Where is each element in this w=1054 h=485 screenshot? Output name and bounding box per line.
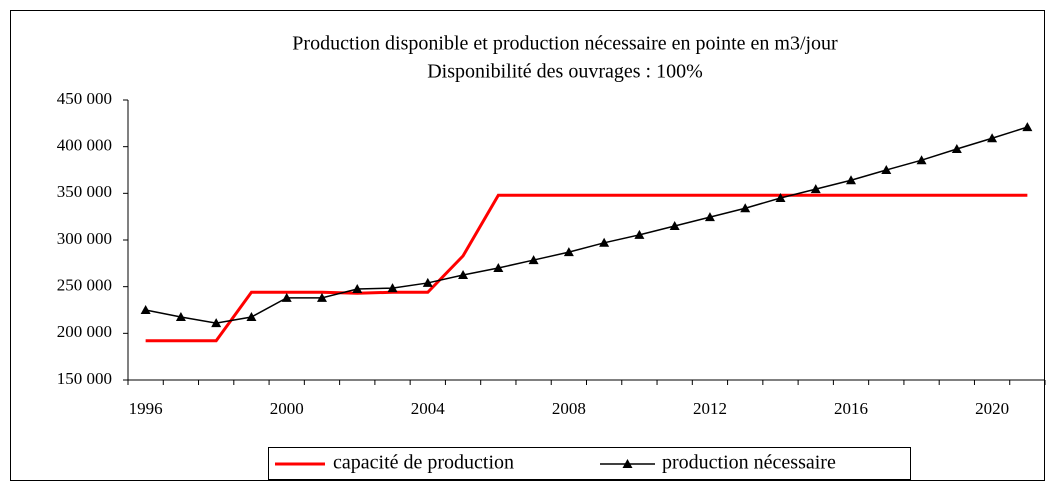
y-tick-label: 250 000 bbox=[57, 276, 112, 295]
marker bbox=[916, 155, 927, 165]
marker bbox=[669, 221, 680, 230]
chart-subtitle: Disponibilité des ouvrages : 100% bbox=[427, 61, 703, 83]
marker bbox=[458, 270, 469, 279]
legend-box bbox=[268, 447, 911, 480]
y-tick-label: 400 000 bbox=[57, 136, 112, 155]
y-tick-label: 150 000 bbox=[57, 369, 112, 388]
marker bbox=[599, 237, 610, 247]
marker bbox=[211, 318, 222, 328]
chart-title: Production disponible et production néce… bbox=[292, 33, 838, 55]
marker bbox=[987, 133, 998, 143]
x-tick-label: 2016 bbox=[834, 399, 868, 418]
marker bbox=[281, 292, 292, 302]
chart-border bbox=[10, 10, 1045, 481]
series-line bbox=[145, 126, 1028, 324]
x-tick-label: 2020 bbox=[975, 399, 1009, 418]
marker bbox=[387, 283, 398, 293]
x-tick-label: 2004 bbox=[411, 399, 446, 418]
marker bbox=[740, 203, 751, 213]
marker bbox=[493, 263, 504, 272]
y-tick-label: 350 000 bbox=[57, 182, 112, 201]
y-tick-label: 200 000 bbox=[57, 322, 112, 341]
marker bbox=[1022, 122, 1033, 132]
marker bbox=[810, 184, 821, 194]
x-tick-label: 1996 bbox=[129, 399, 163, 418]
marker bbox=[175, 312, 186, 321]
legend-marker bbox=[622, 459, 633, 468]
y-tick-label: 450 000 bbox=[57, 89, 112, 108]
marker bbox=[316, 292, 327, 302]
x-tick-label: 2012 bbox=[693, 399, 727, 418]
marker bbox=[422, 277, 433, 287]
series-line bbox=[145, 193, 1028, 343]
marker bbox=[704, 212, 715, 222]
marker bbox=[528, 255, 539, 265]
marker bbox=[951, 144, 962, 153]
marker bbox=[881, 165, 892, 174]
marker bbox=[634, 229, 645, 239]
marker bbox=[140, 305, 151, 314]
legend-label: capacité de production bbox=[333, 452, 514, 474]
marker bbox=[246, 312, 257, 321]
marker bbox=[352, 284, 363, 293]
marker bbox=[846, 175, 857, 185]
x-tick-label: 2008 bbox=[552, 399, 586, 418]
x-tick-label: 2000 bbox=[270, 399, 304, 418]
marker bbox=[775, 193, 786, 202]
marker bbox=[563, 247, 574, 257]
legend-label: production nécessaire bbox=[662, 452, 836, 474]
y-tick-label: 300 000 bbox=[57, 229, 112, 248]
